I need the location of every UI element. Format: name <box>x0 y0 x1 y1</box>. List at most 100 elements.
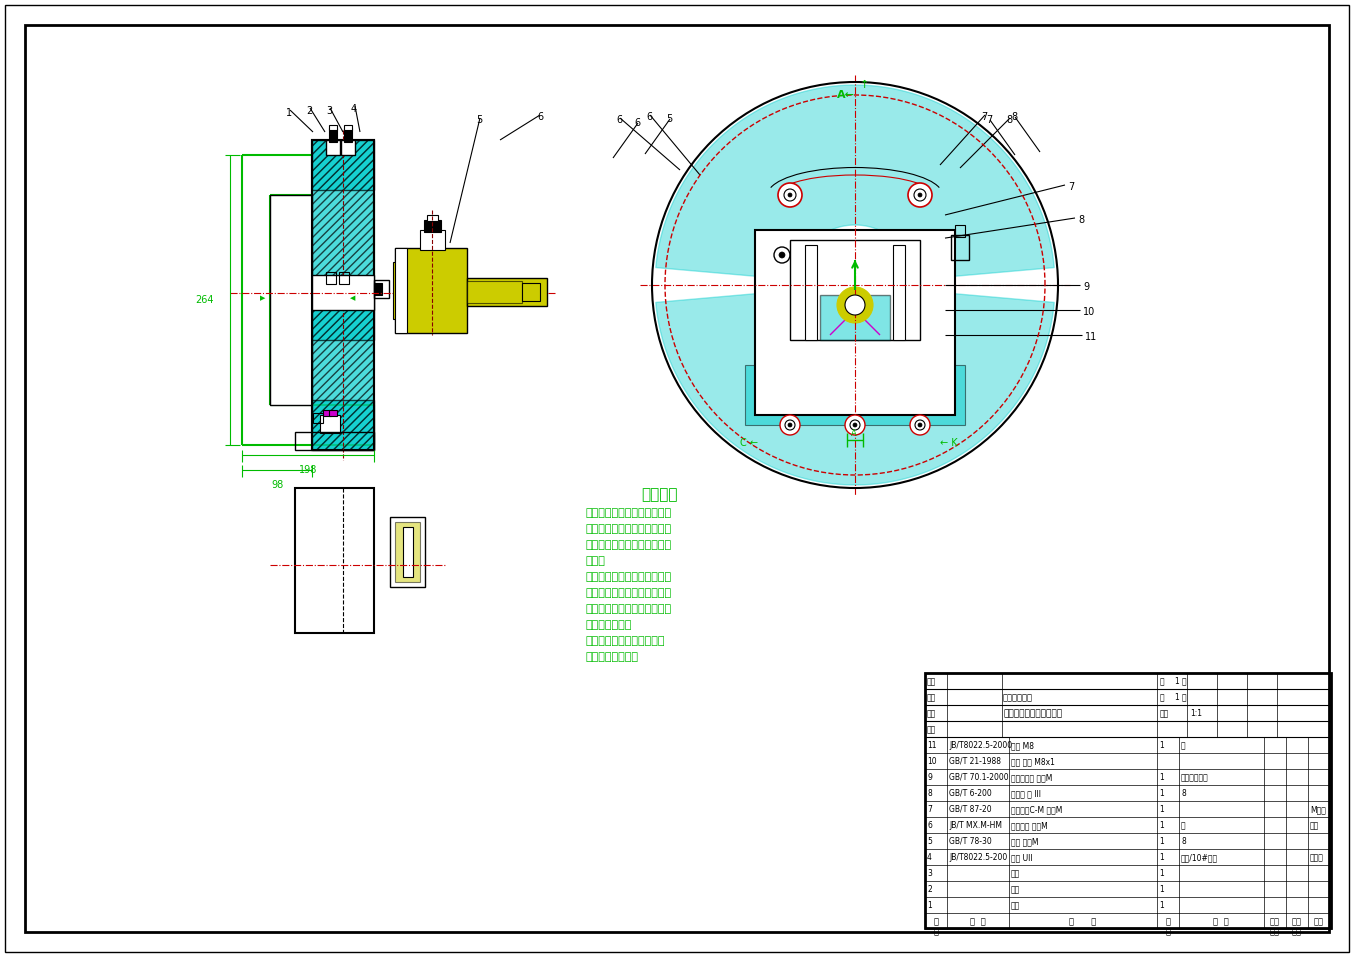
Bar <box>806 245 816 340</box>
Text: 螺母 M8: 螺母 M8 <box>1011 741 1034 750</box>
Bar <box>925 673 1331 928</box>
Text: 1: 1 <box>1159 853 1163 862</box>
Text: A: A <box>852 429 857 438</box>
Text: 钢: 钢 <box>1181 741 1186 750</box>
Bar <box>427 215 437 221</box>
Circle shape <box>779 252 785 258</box>
Text: 锥销 圆柱M: 锥销 圆柱M <box>1011 837 1039 846</box>
Text: 材  料: 材 料 <box>1213 917 1229 926</box>
Text: JB/T8022.5-2000: JB/T8022.5-2000 <box>949 741 1013 750</box>
Text: 数
量: 数 量 <box>1166 917 1170 936</box>
Bar <box>326 272 336 284</box>
Bar <box>269 195 311 405</box>
Text: 6: 6 <box>646 112 653 122</box>
Text: 单件
重量: 单件 重量 <box>1270 917 1280 936</box>
Text: 1: 1 <box>927 901 932 910</box>
Bar <box>311 140 374 450</box>
Text: 圆钢: 圆钢 <box>1311 821 1319 830</box>
Bar <box>313 413 324 423</box>
Text: 1:1: 1:1 <box>1190 709 1202 718</box>
Text: ▶: ▶ <box>260 295 265 301</box>
Bar <box>424 220 441 232</box>
Text: 销轴: 销轴 <box>1011 901 1021 910</box>
Text: 10: 10 <box>1083 307 1095 317</box>
Text: 8: 8 <box>1181 837 1186 846</box>
Text: 6: 6 <box>927 821 932 830</box>
Text: 化皮、锈蚀、切屑、油污、着: 化皮、锈蚀、切屑、油污、着 <box>585 604 672 614</box>
Text: 螺栓 六角 M8x1: 螺栓 六角 M8x1 <box>1011 757 1055 766</box>
Text: 1: 1 <box>286 108 292 118</box>
Bar <box>311 400 374 450</box>
Text: A←: A← <box>837 90 854 100</box>
Text: 10: 10 <box>927 757 937 766</box>
Text: 98: 98 <box>271 480 283 490</box>
Text: JB/T MX.M-HM: JB/T MX.M-HM <box>949 821 1002 830</box>
Text: GB/T 6-200: GB/T 6-200 <box>949 789 991 798</box>
Text: 大螺母 调 III: 大螺母 调 III <box>1011 789 1041 798</box>
Bar <box>329 125 337 130</box>
Bar <box>420 230 445 250</box>
Bar <box>324 410 330 416</box>
Text: GB/T 87-20: GB/T 87-20 <box>949 805 991 814</box>
Text: 西南科技大学: 西南科技大学 <box>1003 693 1033 702</box>
Text: 8: 8 <box>927 789 932 798</box>
Text: 张: 张 <box>1182 693 1186 702</box>
Bar <box>789 240 919 340</box>
Bar <box>338 272 349 284</box>
Text: 5: 5 <box>927 837 932 846</box>
Text: C ←: C ← <box>741 438 758 448</box>
Bar <box>311 275 374 310</box>
Bar <box>329 410 337 416</box>
Text: 进入装配的零件及部件（包括: 进入装配的零件及部件（包括 <box>585 508 672 518</box>
Text: 装配过程中零件不允许磕、: 装配过程中零件不允许磕、 <box>585 636 665 646</box>
Text: 备注: 备注 <box>1313 917 1324 926</box>
Bar <box>341 140 355 155</box>
Text: 7: 7 <box>1068 182 1074 192</box>
Bar <box>395 248 408 333</box>
Circle shape <box>918 193 922 197</box>
Bar <box>326 140 340 155</box>
Text: JB/T8022.5-200: JB/T8022.5-200 <box>949 853 1007 862</box>
Bar <box>821 295 890 340</box>
Text: 1: 1 <box>1159 805 1163 814</box>
Bar <box>329 128 337 142</box>
Bar <box>467 278 547 306</box>
Text: 技术要求: 技术要求 <box>642 487 678 502</box>
Bar <box>374 283 382 295</box>
Bar <box>395 248 467 333</box>
Bar <box>320 415 340 433</box>
Polygon shape <box>655 85 1055 279</box>
Text: 设计: 设计 <box>927 677 936 686</box>
Circle shape <box>845 295 865 315</box>
Text: 总计
重量: 总计 重量 <box>1292 917 1303 936</box>
Bar <box>523 283 540 301</box>
Text: 1: 1 <box>1159 821 1163 830</box>
Text: 零件在装配前必须清理和清洗: 零件在装配前必须清理和清洗 <box>585 572 672 582</box>
Text: 9: 9 <box>1083 282 1089 292</box>
Text: 6: 6 <box>538 112 543 122</box>
Bar <box>951 235 969 260</box>
Text: 11: 11 <box>927 741 937 750</box>
Circle shape <box>788 193 792 197</box>
Text: 外购件、外协件），均必须具: 外购件、外协件），均必须具 <box>585 524 672 534</box>
Text: ← K: ← K <box>940 438 957 448</box>
Bar <box>311 140 374 190</box>
Bar <box>311 280 374 340</box>
Text: 1: 1 <box>1174 693 1179 702</box>
Text: 钢: 钢 <box>1181 821 1186 830</box>
Text: 色剂和灰尘等。: 色剂和灰尘等。 <box>585 620 631 630</box>
Text: 干净，不得有毛刺、飞边、氧: 干净，不得有毛刺、飞边、氧 <box>585 588 672 598</box>
Text: 264: 264 <box>196 295 214 305</box>
Text: 1: 1 <box>1159 789 1163 798</box>
Text: 有检验部门的合格证方能进行: 有检验部门的合格证方能进行 <box>585 540 672 550</box>
Text: 用于刀具夹紧: 用于刀具夹紧 <box>1181 773 1209 782</box>
Text: 3: 3 <box>927 869 932 878</box>
Circle shape <box>780 415 800 435</box>
Bar <box>467 281 523 303</box>
Circle shape <box>837 287 873 323</box>
Text: 11: 11 <box>1085 332 1097 342</box>
Bar <box>374 280 389 298</box>
Text: 批准: 批准 <box>927 725 936 734</box>
Text: 7: 7 <box>986 115 992 125</box>
Text: 校对: 校对 <box>927 693 936 702</box>
